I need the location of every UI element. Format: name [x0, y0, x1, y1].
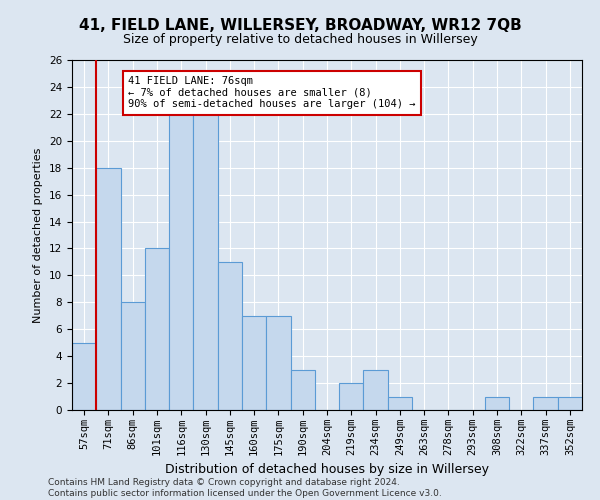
- Bar: [242, 316, 266, 410]
- Text: 41 FIELD LANE: 76sqm
← 7% of detached houses are smaller (8)
90% of semi-detache: 41 FIELD LANE: 76sqm ← 7% of detached ho…: [128, 76, 415, 110]
- Bar: [193, 114, 218, 410]
- Bar: [364, 370, 388, 410]
- X-axis label: Distribution of detached houses by size in Willersey: Distribution of detached houses by size …: [165, 464, 489, 476]
- Bar: [145, 248, 169, 410]
- Bar: [266, 316, 290, 410]
- Text: Size of property relative to detached houses in Willersey: Size of property relative to detached ho…: [122, 32, 478, 46]
- Text: Contains HM Land Registry data © Crown copyright and database right 2024.
Contai: Contains HM Land Registry data © Crown c…: [48, 478, 442, 498]
- Bar: [388, 396, 412, 410]
- Bar: [96, 168, 121, 410]
- Bar: [72, 342, 96, 410]
- Bar: [218, 262, 242, 410]
- Bar: [169, 114, 193, 410]
- Bar: [290, 370, 315, 410]
- Bar: [121, 302, 145, 410]
- Bar: [339, 383, 364, 410]
- Y-axis label: Number of detached properties: Number of detached properties: [34, 148, 43, 322]
- Bar: [558, 396, 582, 410]
- Bar: [533, 396, 558, 410]
- Text: 41, FIELD LANE, WILLERSEY, BROADWAY, WR12 7QB: 41, FIELD LANE, WILLERSEY, BROADWAY, WR1…: [79, 18, 521, 32]
- Bar: [485, 396, 509, 410]
